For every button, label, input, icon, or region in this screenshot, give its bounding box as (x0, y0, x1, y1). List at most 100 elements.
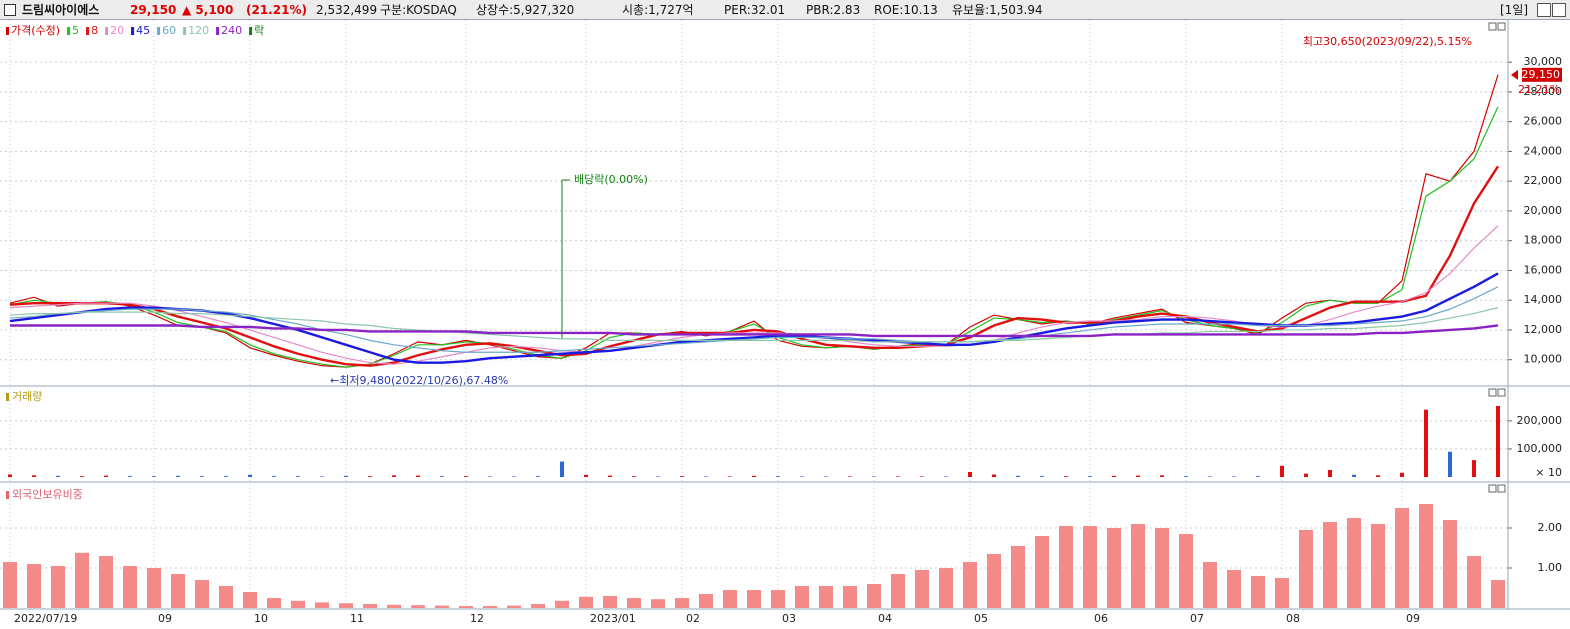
panel-button[interactable] (1488, 484, 1497, 493)
change-pct: (21.21%) (246, 3, 307, 17)
legend-swatch (157, 27, 161, 35)
x-tick-label: 03 (782, 612, 796, 625)
series-line (9, 272, 1499, 364)
legend-label: 240 (221, 24, 242, 37)
y-tick-label: 16,000 (1524, 263, 1563, 276)
bar (195, 580, 209, 608)
bar (512, 476, 516, 477)
bar (992, 474, 996, 477)
header: 드림씨아이에스 29,150 ▲ 5,100 (21.21%) 2,532,49… (0, 0, 1570, 20)
bar (915, 570, 929, 608)
bar (416, 475, 420, 477)
bar (699, 594, 713, 608)
bar (8, 474, 12, 477)
bar (464, 476, 468, 477)
x-tick-label: 02 (686, 612, 700, 625)
bar (1088, 476, 1092, 477)
panel-button[interactable] (1488, 22, 1497, 31)
bar (920, 476, 924, 477)
series-line (9, 165, 1500, 367)
bar (440, 476, 444, 477)
close-button[interactable] (1552, 3, 1566, 17)
bar (99, 556, 113, 608)
bar (1035, 536, 1049, 608)
bar (296, 476, 300, 477)
bar (75, 552, 89, 608)
bar (1424, 409, 1428, 477)
legend-label: 락 (254, 24, 264, 37)
bar (291, 600, 305, 608)
y-tick-label: 14,000 (1524, 293, 1563, 306)
bar (1280, 465, 1284, 477)
annotation: 최고30,650(2023/09/22),5.15% (1303, 35, 1472, 48)
panel-button[interactable] (1497, 388, 1506, 397)
bar (1155, 528, 1169, 608)
panel-button[interactable] (1488, 388, 1497, 397)
bar (1496, 405, 1500, 477)
legend-label: 120 (188, 24, 209, 37)
background (0, 20, 1570, 609)
bar (32, 475, 36, 477)
bar (219, 586, 233, 608)
panel-button[interactable] (1497, 484, 1506, 493)
bar (867, 584, 881, 608)
x-tick-label: 2022/07/19 (14, 612, 77, 625)
bar (507, 605, 521, 608)
panel-title: 외국인보유비중 (12, 488, 83, 501)
bar (1347, 518, 1361, 608)
bar (1328, 469, 1332, 477)
x-tick-label: 2023/01 (590, 612, 636, 625)
bar (1208, 476, 1212, 477)
bar (1304, 473, 1308, 477)
bar (800, 476, 804, 477)
bar (1059, 526, 1073, 608)
bar (1491, 580, 1505, 608)
last-price-label: 29,150 (1522, 68, 1561, 81)
restore-button[interactable] (1537, 3, 1551, 17)
bar (843, 586, 857, 608)
bar (243, 592, 257, 608)
bar (104, 475, 108, 477)
bar (1299, 530, 1313, 608)
bar (704, 476, 708, 477)
pbr: PBR:2.83 (806, 3, 861, 17)
bar (1371, 524, 1385, 608)
bar (1448, 451, 1452, 477)
bar (392, 475, 396, 477)
y-tick-label: 18,000 (1524, 234, 1563, 247)
bar (1400, 472, 1404, 477)
panel-button[interactable] (1497, 22, 1506, 31)
bar (200, 476, 204, 477)
checkbox[interactable] (4, 4, 16, 16)
bar (363, 604, 377, 608)
bar (1419, 504, 1433, 608)
legend-label: 가격(수정) (11, 24, 60, 37)
bar (344, 475, 348, 477)
legend-label: 60 (162, 24, 176, 37)
x-tick-label: 07 (1190, 612, 1204, 625)
period[interactable]: [1일] (1500, 3, 1529, 17)
bar (459, 606, 473, 608)
bar (675, 598, 689, 608)
x-tick-label: 10 (254, 612, 268, 625)
bar (819, 586, 833, 608)
y-tick-label: 2.00 (1538, 521, 1563, 534)
bar (387, 604, 401, 608)
last-price-arrow (1511, 69, 1518, 80)
volume: 2,532,499 (316, 3, 378, 17)
price: 29,150 (130, 3, 177, 17)
bar (1203, 562, 1217, 608)
bar (171, 574, 185, 608)
bar (1443, 520, 1457, 608)
bar (1160, 475, 1164, 477)
legend-label: 5 (72, 24, 79, 37)
title-swatch (6, 393, 9, 401)
title-swatch (6, 491, 9, 499)
bar (1083, 526, 1097, 608)
bar (224, 476, 228, 477)
bar (651, 599, 665, 608)
bar (1472, 460, 1476, 477)
bar (771, 590, 785, 608)
bar (1011, 546, 1025, 608)
